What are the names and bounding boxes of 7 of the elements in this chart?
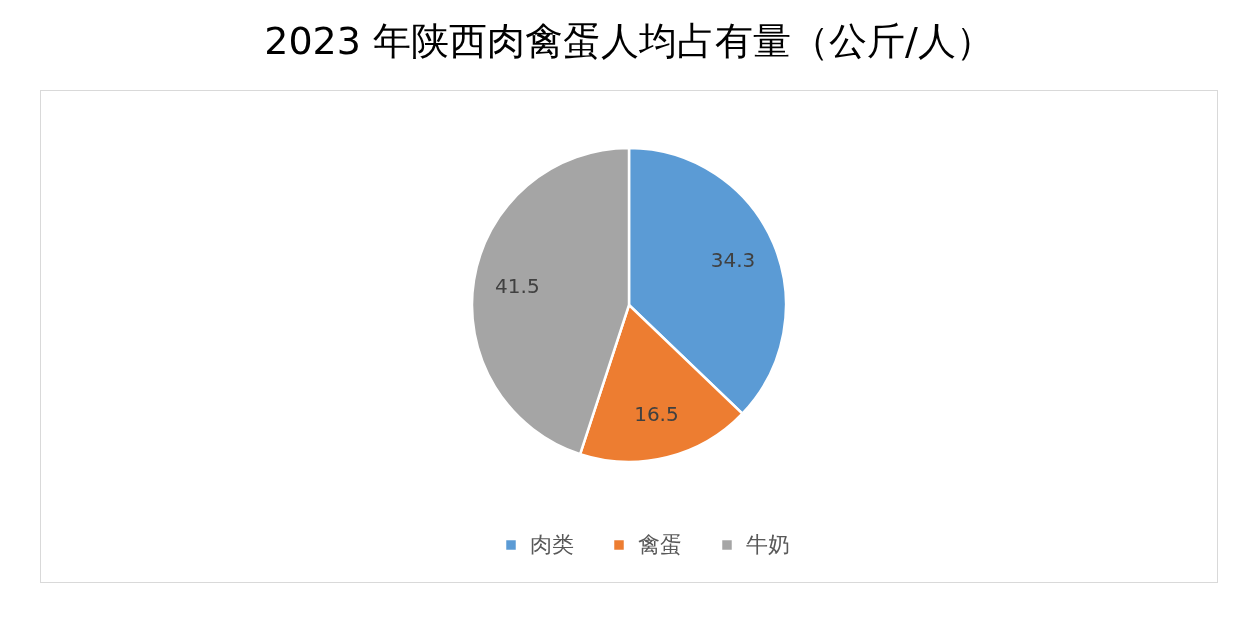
data-label: 41.5: [495, 274, 540, 299]
legend-label: 肉类: [530, 532, 574, 557]
legend-label: 牛奶: [746, 532, 790, 557]
legend-label: 禽蛋: [638, 532, 682, 557]
data-label: 34.3: [710, 247, 756, 272]
data-label: 16.5: [634, 401, 679, 426]
chart-title: 2023 年陕西肉禽蛋人均占有量（公斤/人）: [264, 19, 994, 63]
